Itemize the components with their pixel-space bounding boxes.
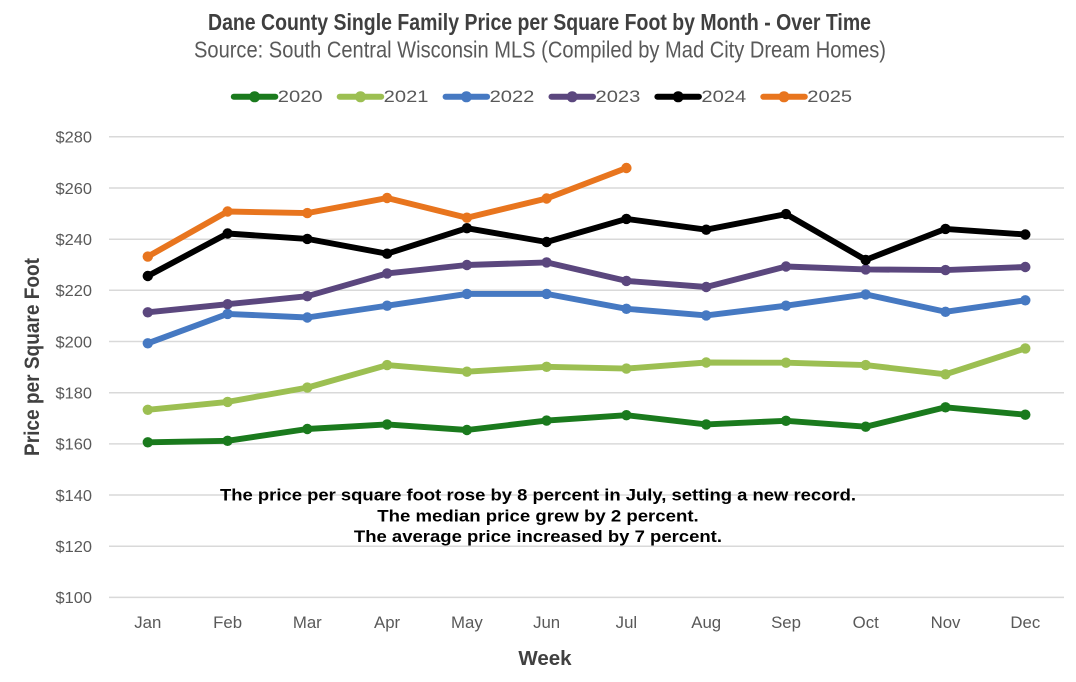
svg-text:2024: 2024 <box>701 87 746 106</box>
svg-text:Source: South Central Wisconsi: Source: South Central Wisconsin MLS (Com… <box>194 36 886 62</box>
svg-text:$280: $280 <box>56 130 93 147</box>
svg-text:Sep: Sep <box>771 613 801 632</box>
svg-text:Dane County Single Family Pric: Dane County Single Family Price per Squa… <box>208 9 871 35</box>
svg-text:$160: $160 <box>56 437 93 454</box>
svg-text:2021: 2021 <box>384 87 429 106</box>
svg-text:$220: $220 <box>56 283 93 300</box>
svg-text:Oct: Oct <box>853 613 879 632</box>
svg-text:2022: 2022 <box>490 87 535 106</box>
svg-text:$260: $260 <box>56 181 93 198</box>
svg-text:Mar: Mar <box>293 613 322 632</box>
svg-text:May: May <box>451 613 483 632</box>
svg-text:Apr: Apr <box>374 613 401 632</box>
svg-text:Price per Square Foot: Price per Square Foot <box>20 258 44 456</box>
svg-text:Nov: Nov <box>931 613 961 632</box>
svg-text:Dec: Dec <box>1010 613 1040 632</box>
svg-text:Jul: Jul <box>616 613 637 632</box>
svg-text:Aug: Aug <box>691 613 721 632</box>
svg-text:Week: Week <box>518 647 572 670</box>
svg-text:Feb: Feb <box>213 613 242 632</box>
svg-text:$140: $140 <box>56 488 93 505</box>
svg-text:The average price increased by: The average price increased by 7 percent… <box>354 527 722 546</box>
svg-text:$120: $120 <box>56 539 93 556</box>
svg-text:2020: 2020 <box>278 87 323 106</box>
svg-text:$240: $240 <box>56 232 93 249</box>
svg-text:Jan: Jan <box>134 613 161 632</box>
svg-text:2025: 2025 <box>807 87 852 106</box>
svg-text:Jun: Jun <box>533 613 560 632</box>
svg-text:The median price grew by 2 per: The median price grew by 2 percent. <box>377 506 698 525</box>
svg-text:2023: 2023 <box>596 87 641 106</box>
svg-text:The price per square foot rose: The price per square foot rose by 8 perc… <box>220 486 856 505</box>
svg-text:$100: $100 <box>56 590 93 607</box>
svg-text:$200: $200 <box>56 334 93 351</box>
svg-text:$180: $180 <box>56 386 93 403</box>
